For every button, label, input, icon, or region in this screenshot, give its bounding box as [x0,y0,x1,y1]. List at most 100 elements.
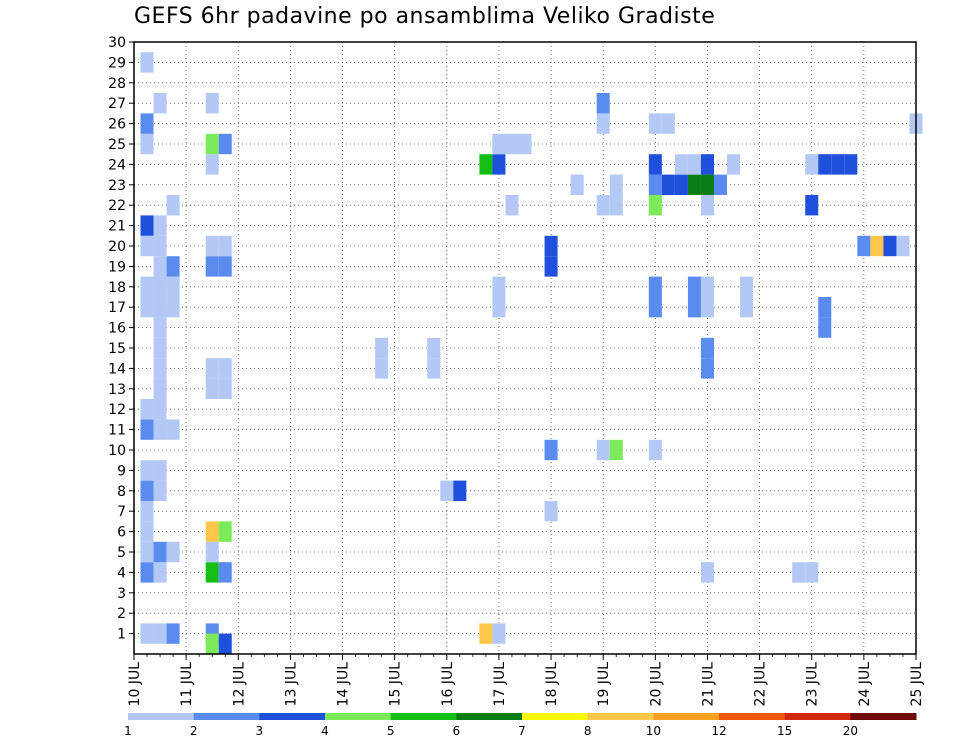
precip-cell [218,256,232,277]
precip-cell [492,276,506,297]
precip-cell [205,633,219,654]
y-tick-label: 9 [117,463,126,479]
precip-cell [505,133,519,155]
precip-cell [661,113,675,134]
precip-cell [648,276,662,297]
y-tick-label: 15 [108,341,126,357]
precip-cell [609,195,623,216]
y-tick-label: 19 [108,259,126,275]
precip-cell [648,113,662,134]
precip-cell [687,174,701,195]
precip-cell [857,235,871,257]
precip-cell [140,297,154,318]
colorbar-label: 3 [256,724,264,738]
precip-cell [218,521,232,542]
precip-cell [140,113,154,134]
colorbar: 1 2 3 4 5 6 7 8 10 12 15 20 [124,713,917,738]
colorbar-swatch [719,713,786,720]
x-tick-label: 11 JUL [179,662,195,707]
x-tick-label: 23 JUL [805,662,821,707]
precip-cell [140,52,154,73]
colorbar-swatch [325,713,392,720]
precip-cell [153,317,167,338]
y-tick-label: 21 [108,219,126,235]
precip-cell [218,633,232,654]
x-tick-label: 22 JUL [753,662,769,707]
x-tick-label: 19 JUL [596,662,612,707]
precip-cell [427,358,441,379]
precip-cell [805,562,819,583]
y-tick-label: 1 [117,627,126,643]
precip-cell [205,521,219,542]
colorbar-swatch [390,713,457,720]
precip-cell [713,174,728,195]
precip-cell [492,133,506,155]
precip-cell [140,399,154,420]
precip-cell [153,297,167,318]
y-tick-label: 17 [108,300,126,316]
precip-cell [205,154,219,175]
precip-cell [648,297,662,318]
x-tick-label: 18 JUL [544,662,560,707]
precip-cell [218,133,232,155]
precip-cell [818,297,832,318]
x-tick-label: 12 JUL [231,662,247,707]
precip-cell [596,195,610,216]
x-axis: 10 JUL 11 JUL 12 JUL 13 JUL 14 JUL 15 JUL 16 J… [127,654,925,706]
colorbar-label: 10 [646,724,661,738]
colorbar-label: 6 [453,724,461,738]
y-axis: 1234567891011121314151617181920212223242… [108,35,134,643]
precip-cell [700,195,714,216]
precip-cell [505,195,519,216]
precip-cell [153,378,167,399]
colorbar-label: 15 [777,724,792,738]
precip-cell [544,235,558,257]
y-tick-label: 20 [108,239,126,255]
precip-cell [140,541,154,563]
y-tick-label: 26 [108,117,126,133]
precip-cell [544,439,558,461]
precip-cell [700,276,714,297]
precip-cell [166,541,180,563]
precip-cell [140,215,154,236]
y-tick-label: 27 [108,96,126,112]
precip-cell [700,358,714,379]
precip-cell [218,235,232,257]
precip-cell [609,174,623,195]
precip-cell [205,93,219,114]
precip-cell [140,521,154,542]
precip-cell [648,439,662,461]
precip-cell [740,276,754,297]
y-tick-label: 23 [108,178,126,194]
x-tick-label: 14 JUL [336,662,352,707]
precip-cell [205,235,219,257]
colorbar-label: 12 [711,724,726,738]
precip-cell [570,174,584,195]
y-tick-label: 6 [117,525,126,541]
precip-cell [674,174,688,195]
colorbar-label: 4 [321,724,329,738]
precip-cell [153,93,167,114]
colorbar-label: 7 [518,724,526,738]
y-tick-label: 7 [117,504,126,520]
colorbar-label: 5 [387,724,395,738]
precip-cells [140,52,923,654]
precip-cell [883,235,897,257]
precip-cell [140,235,154,257]
precip-cell [544,256,558,277]
precip-cell [166,623,180,644]
x-tick-label: 16 JUL [440,662,456,707]
colorbar-swatch [193,713,260,720]
precip-cell [153,562,167,583]
y-tick-label: 13 [108,382,126,398]
precip-cell [440,480,454,501]
y-tick-label: 8 [117,484,126,500]
colorbar-swatch [784,713,851,720]
precip-cell [205,256,219,277]
y-tick-label: 18 [108,280,126,296]
precip-cell [700,337,714,359]
colorbar-swatch [587,713,654,720]
y-tick-label: 16 [108,321,126,337]
y-tick-label: 22 [108,198,126,214]
